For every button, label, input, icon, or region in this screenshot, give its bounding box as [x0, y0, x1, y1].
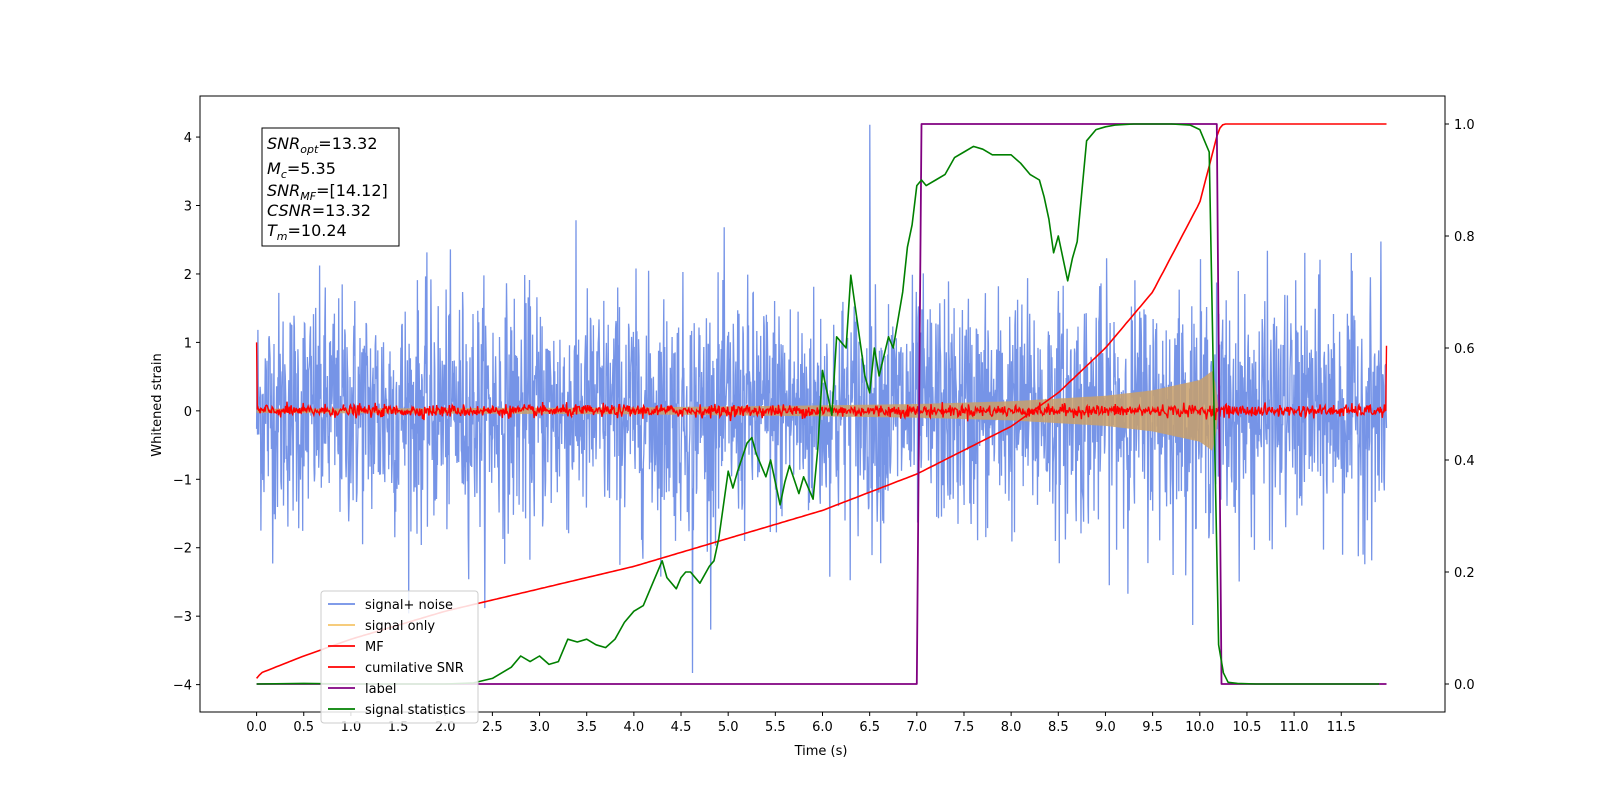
x-tick-label: 4.0 [624, 720, 645, 735]
x-tick-label: 7.5 [954, 720, 975, 735]
x-tick-label: 1.0 [341, 720, 362, 735]
x-axis-label: Time (s) [794, 744, 848, 759]
y2-tick-label: 0.2 [1454, 566, 1475, 581]
y2-tick-label: 0.0 [1454, 678, 1475, 693]
y2-tick-label: 1.0 [1454, 118, 1475, 133]
y2-tick-label: 0.8 [1454, 230, 1475, 245]
legend-label-cumulative-snr: cumilative SNR [365, 661, 464, 676]
x-tick-label: 0.5 [293, 720, 314, 735]
x-tick-label: 6.0 [812, 720, 833, 735]
x-tick-label: 8.0 [1001, 720, 1022, 735]
y-tick-label: −2 [173, 542, 192, 557]
y-axis-right: 1.0 0.8 0.6 0.4 0.2 0.0 [1445, 118, 1475, 693]
x-tick-label: 7.0 [906, 720, 927, 735]
x-tick-label: 3.0 [529, 720, 550, 735]
y-axis-left: 4 3 2 1 0 −1 −2 −3 −4 [173, 131, 200, 694]
y-tick-label: −4 [173, 679, 192, 694]
info-csnr: CSNR=13.32 [267, 201, 371, 220]
y-tick-label: −1 [173, 473, 192, 488]
y-tick-label: −3 [173, 610, 192, 625]
info-tm: Tm=10.24 [267, 221, 347, 243]
info-box: SNRopt=13.32 Mc=5.35 SNRMF=[14.12] CSNR=… [261, 127, 400, 247]
x-tick-label: 3.5 [576, 720, 597, 735]
x-tick-label: 11.0 [1280, 720, 1309, 735]
series-signal-statistics [256, 123, 1379, 685]
legend-label-signal-noise: signal+ noise [365, 598, 453, 613]
x-tick-label: 6.5 [859, 720, 880, 735]
x-tick-label: 9.5 [1142, 720, 1163, 735]
x-tick-label: 1.5 [388, 720, 409, 735]
x-tick-label: 2.5 [482, 720, 503, 735]
y2-tick-label: 0.4 [1454, 454, 1475, 469]
y-tick-label: 4 [184, 131, 192, 146]
x-tick-label: 11.5 [1327, 720, 1356, 735]
y-tick-label: 0 [184, 405, 192, 420]
x-tick-label: 2.0 [435, 720, 456, 735]
info-mc: Mc=5.35 [267, 159, 336, 181]
y-tick-label: 2 [184, 268, 192, 283]
legend-label-label: label [365, 682, 396, 697]
x-tick-label: 8.5 [1048, 720, 1069, 735]
series-mf [255, 342, 1388, 422]
legend: signal+ noise signal only MF cumilative … [320, 590, 479, 724]
y-tick-label: 3 [184, 200, 192, 215]
info-snr-opt: SNRopt=13.32 [267, 134, 378, 156]
legend-label-signal-statistics: signal statistics [365, 703, 466, 718]
y2-tick-label: 0.6 [1454, 342, 1475, 357]
y-axis-label: Whitened strain [150, 353, 165, 456]
x-tick-label: 10.5 [1232, 720, 1261, 735]
x-tick-label: 9.0 [1095, 720, 1116, 735]
legend-label-mf: MF [365, 640, 384, 655]
info-snr-mf: SNRMF=[14.12] [267, 181, 388, 203]
x-tick-label: 0.0 [246, 720, 267, 735]
x-tick-label: 5.5 [765, 720, 786, 735]
legend-label-signal-only: signal only [365, 619, 435, 634]
x-tick-label: 10.0 [1185, 720, 1214, 735]
y-tick-label: 1 [184, 336, 192, 351]
x-axis: 0.0 0.5 1.0 1.5 2.0 2.5 3.0 3.5 4.0 4.5 5.0 5.5 6.0 6… [246, 712, 1356, 735]
x-tick-label: 4.5 [671, 720, 692, 735]
x-tick-label: 5.0 [718, 720, 739, 735]
